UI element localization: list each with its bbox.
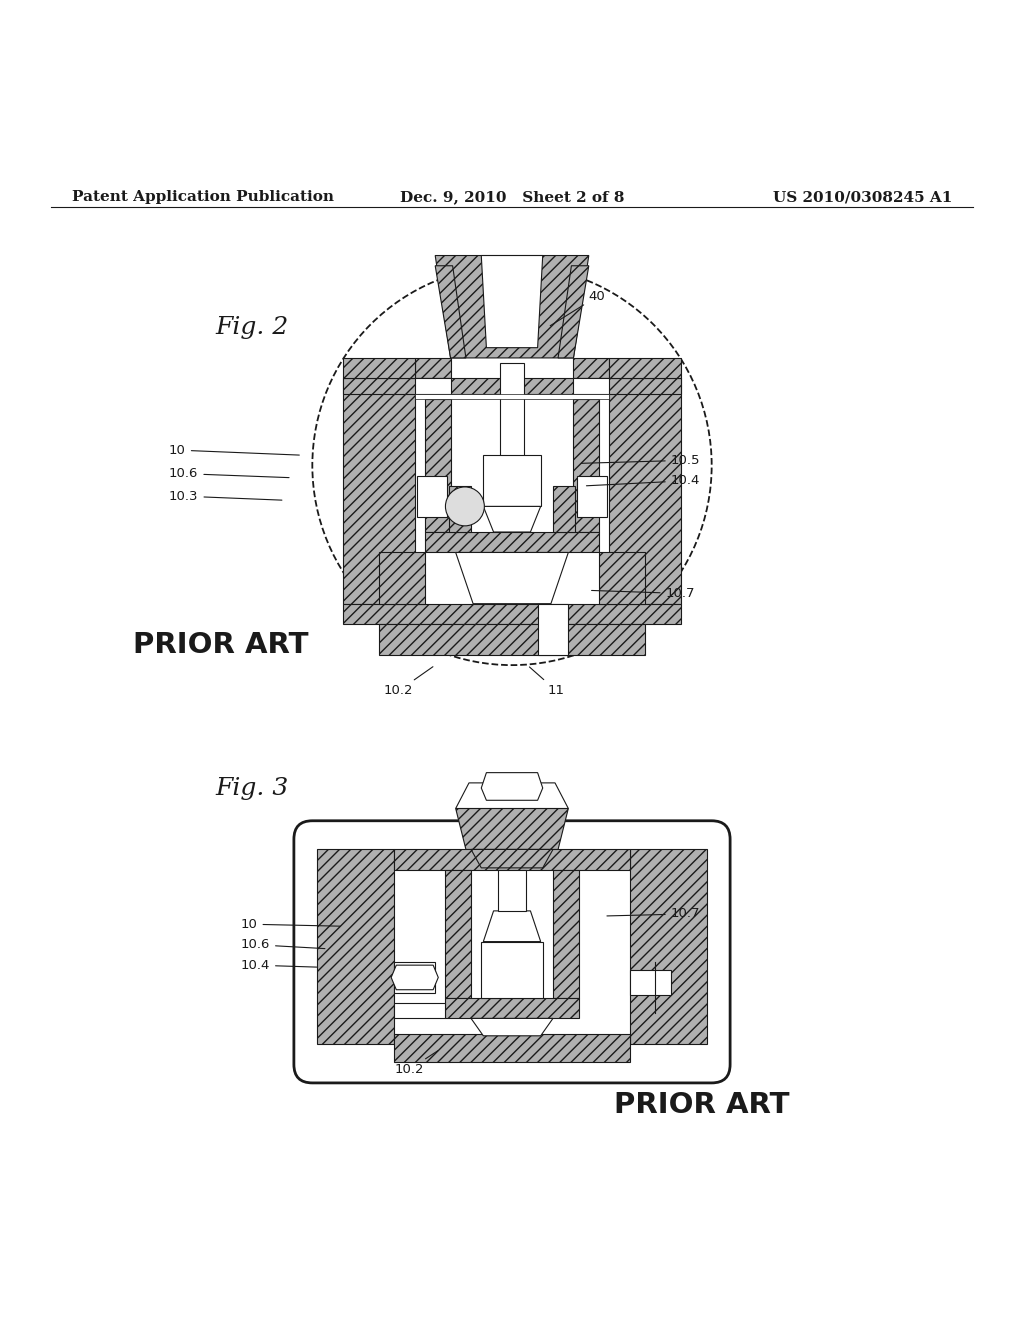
Polygon shape (415, 379, 451, 393)
Polygon shape (435, 256, 589, 358)
Polygon shape (445, 870, 471, 998)
Text: 10.7: 10.7 (607, 907, 700, 920)
Polygon shape (483, 455, 541, 507)
Polygon shape (573, 399, 599, 532)
Polygon shape (471, 1019, 553, 1036)
Polygon shape (456, 808, 568, 850)
Polygon shape (630, 970, 671, 995)
Polygon shape (425, 399, 451, 532)
Text: 10: 10 (169, 444, 299, 457)
Polygon shape (573, 379, 609, 393)
Polygon shape (394, 962, 435, 993)
Polygon shape (599, 553, 645, 603)
Polygon shape (343, 603, 681, 624)
Polygon shape (394, 850, 630, 870)
FancyBboxPatch shape (294, 821, 730, 1082)
Circle shape (445, 487, 484, 525)
Circle shape (312, 265, 712, 665)
Polygon shape (456, 553, 568, 603)
Polygon shape (498, 870, 526, 911)
Polygon shape (538, 603, 568, 655)
Polygon shape (379, 624, 645, 655)
Polygon shape (481, 772, 543, 800)
Polygon shape (483, 911, 541, 941)
Polygon shape (553, 486, 575, 532)
Text: 10.2: 10.2 (394, 1051, 438, 1076)
Polygon shape (415, 393, 609, 399)
Text: Fig. 3: Fig. 3 (215, 776, 289, 800)
Polygon shape (481, 256, 543, 347)
Polygon shape (471, 850, 553, 867)
Text: 40: 40 (550, 290, 605, 326)
Text: PRIOR ART: PRIOR ART (614, 1092, 790, 1119)
Polygon shape (391, 965, 438, 990)
Polygon shape (449, 486, 471, 532)
Polygon shape (483, 507, 541, 532)
Polygon shape (394, 1003, 445, 1019)
Polygon shape (417, 475, 447, 516)
Polygon shape (481, 941, 543, 998)
Text: 10.3: 10.3 (169, 490, 282, 503)
Polygon shape (573, 358, 609, 379)
Polygon shape (343, 358, 415, 379)
Polygon shape (445, 998, 579, 1019)
Polygon shape (558, 265, 589, 358)
Polygon shape (343, 379, 681, 393)
Polygon shape (456, 783, 568, 808)
Polygon shape (500, 363, 524, 470)
Text: 11: 11 (529, 667, 565, 697)
Text: 10.4: 10.4 (587, 474, 700, 487)
Text: 10.6: 10.6 (241, 939, 325, 952)
Text: 10.7: 10.7 (592, 587, 695, 599)
Text: Patent Application Publication: Patent Application Publication (72, 190, 334, 205)
Text: US 2010/0308245 A1: US 2010/0308245 A1 (773, 190, 952, 205)
Text: 10: 10 (241, 917, 340, 931)
Polygon shape (553, 870, 579, 998)
Text: PRIOR ART: PRIOR ART (133, 631, 308, 659)
Polygon shape (343, 379, 415, 603)
Text: 10.4: 10.4 (241, 958, 316, 972)
Polygon shape (609, 379, 681, 603)
Polygon shape (415, 358, 451, 379)
Polygon shape (577, 475, 607, 516)
Polygon shape (379, 553, 425, 603)
Polygon shape (317, 850, 394, 1044)
Polygon shape (435, 265, 466, 358)
Polygon shape (425, 532, 599, 553)
Text: Dec. 9, 2010   Sheet 2 of 8: Dec. 9, 2010 Sheet 2 of 8 (399, 190, 625, 205)
Text: 10.2: 10.2 (384, 667, 433, 697)
Text: Fig. 2: Fig. 2 (215, 315, 289, 339)
Polygon shape (630, 850, 707, 1044)
Text: 10.6: 10.6 (169, 467, 289, 480)
Polygon shape (609, 358, 681, 379)
Text: 10.5: 10.5 (582, 454, 700, 467)
Polygon shape (394, 1034, 630, 1063)
